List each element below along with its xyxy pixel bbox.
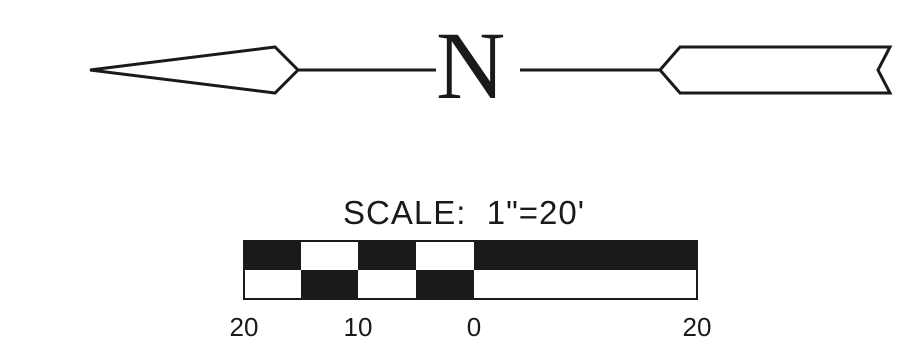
scale-block-top-1 <box>244 241 301 270</box>
scale-tick-label: 0 <box>466 312 482 342</box>
scale-block-bottom-2 <box>416 270 474 299</box>
scale-bar <box>243 240 698 300</box>
scale-block-top-2 <box>358 241 416 270</box>
arrow-tail <box>658 45 893 95</box>
scale-title: SCALE: 1"=20' <box>343 194 586 231</box>
arrow-head <box>89 45 301 95</box>
scale-block-top-3 <box>474 241 697 270</box>
scale-tick-label: 20 <box>682 312 712 342</box>
north-arrow-graphic <box>89 45 893 95</box>
scale-tick-label: 10 <box>343 312 373 342</box>
north-letter: N <box>436 12 506 119</box>
scale-block-bottom-1 <box>301 270 358 299</box>
scale-tick-label: 20 <box>229 312 259 342</box>
